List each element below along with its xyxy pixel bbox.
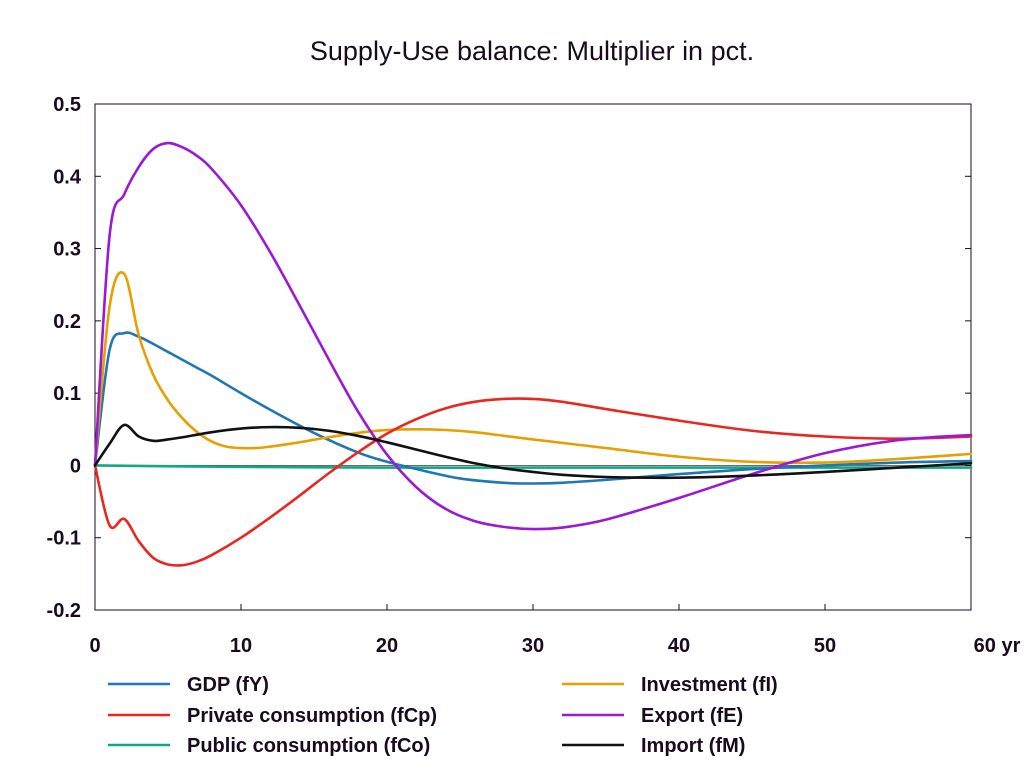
x-tick-label: 40 — [668, 635, 690, 657]
series-line-export-fe — [93, 141, 973, 531]
legend-label: Investment (fI) — [641, 674, 778, 696]
legend-item: Import (fM) — [562, 735, 745, 757]
y-tick-label: 0.1 — [53, 383, 81, 405]
plot-frame — [94, 103, 972, 611]
legend-label: Import (fM) — [641, 735, 745, 757]
legend-item: Investment (fI) — [562, 674, 778, 696]
y-tick-label: -0.1 — [47, 528, 81, 550]
legend-item: Private consumption (fCp) — [108, 705, 437, 727]
legend-item: Public consumption (fCo) — [108, 735, 430, 757]
series-line-investment-fi — [93, 271, 973, 467]
series-line-public-consumption-fco — [93, 464, 973, 469]
legend-item: GDP (fY) — [108, 674, 269, 696]
y-tick-label: -0.2 — [47, 600, 81, 622]
y-tick-label: 0 — [70, 455, 81, 477]
series-line-import-fm — [93, 423, 973, 480]
y-tick-label: 0.4 — [53, 166, 82, 188]
legend-label: GDP (fY) — [187, 674, 269, 696]
y-tick-label: 0.5 — [53, 94, 81, 116]
x-tick-label: 10 — [230, 635, 252, 657]
x-tick-label: 20 — [376, 635, 398, 657]
legend-item: Export (fE) — [562, 705, 743, 727]
legend-label: Export (fE) — [641, 705, 743, 727]
legend-label: Public consumption (fCo) — [187, 735, 430, 757]
y-tick-label: 0.3 — [53, 239, 81, 261]
series-line-private-consumption-fcp — [93, 397, 973, 567]
x-tick-label: 0 — [89, 635, 100, 657]
legend-label: Private consumption (fCp) — [187, 705, 437, 727]
chart-title: Supply-Use balance: Multiplier in pct. — [310, 36, 754, 66]
x-tick-label: 50 — [814, 635, 836, 657]
x-tick-label: 30 — [522, 635, 544, 657]
plot-area: -0.2 -0.1 0 0.1 0.2 0.3 0.4 0.5 0 10 20 30 40 50 60 yr — [47, 94, 1021, 657]
y-tick-label: 0.2 — [53, 311, 81, 333]
legend: GDP (fY) Investment (fI) Private consumpti… — [108, 674, 778, 757]
x-tick-label: 60 yr — [974, 635, 1021, 657]
